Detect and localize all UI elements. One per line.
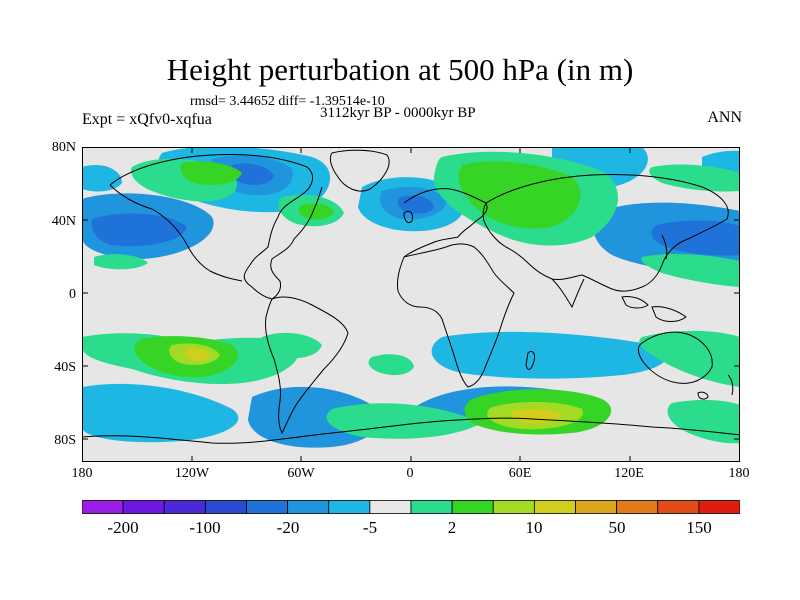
colorbar-label: 10: [525, 518, 543, 537]
plot-title: Height perturbation at 500 hPa (in m): [166, 52, 634, 87]
lat-tick-label: 0: [69, 287, 76, 302]
lon-tick-label: 60E: [508, 466, 532, 481]
experiment-label: Expt = xQfv0-xqfua: [82, 111, 212, 128]
colorbar-box: [204, 500, 247, 514]
colorbar-box: [698, 500, 740, 514]
colorbar-box: [287, 500, 330, 514]
contour-fields: [82, 147, 740, 448]
coastlines: [82, 149, 740, 444]
colorbar-label: -100: [189, 518, 221, 537]
lon-tick-label: 180: [728, 466, 750, 481]
period-text: 3112kyr BP - 0000kyr BP: [320, 105, 476, 121]
colorbar: [82, 500, 740, 514]
colorbar-box: [82, 500, 124, 514]
colorbar-box: [492, 500, 535, 514]
colorbar-box: [533, 500, 576, 514]
colorbar-box: [616, 500, 659, 514]
lat-tick-label: 40S: [54, 360, 76, 375]
lat-tick-label: 80S: [54, 433, 76, 448]
colorbar-box: [410, 500, 453, 514]
lat-tick-label: 80N: [51, 140, 76, 155]
colorbar-label: 50: [608, 518, 626, 537]
colorbar-box: [246, 500, 289, 514]
colorbar-box: [369, 500, 412, 514]
colorbar-label: 2: [447, 518, 457, 537]
colorbar-box: [122, 500, 165, 514]
colorbar-box: [657, 500, 700, 514]
stats-text: rmsd= 3.44652 diff= -1.39514e-10: [190, 94, 385, 109]
colorbar-label: -200: [107, 518, 139, 537]
colorbar-box: [328, 500, 371, 514]
lon-tick-label: 60W: [287, 466, 315, 481]
lon-tick-label: 120E: [614, 466, 644, 481]
colorbar-label: -5: [362, 518, 378, 537]
season-label: ANN: [707, 109, 742, 126]
colorbar-label: -20: [276, 518, 300, 537]
lon-tick-label: 180: [71, 466, 93, 481]
map-panel: [82, 147, 740, 462]
colorbar-box: [451, 500, 494, 514]
lat-tick-label: 40N: [51, 214, 76, 229]
axis-ticks: [82, 147, 740, 462]
lon-tick-label: 120W: [174, 466, 210, 481]
lon-tick-label: 0: [406, 466, 414, 481]
colorbar-label: 150: [686, 518, 712, 537]
colorbar-box: [163, 500, 206, 514]
colorbar-box: [575, 500, 618, 514]
